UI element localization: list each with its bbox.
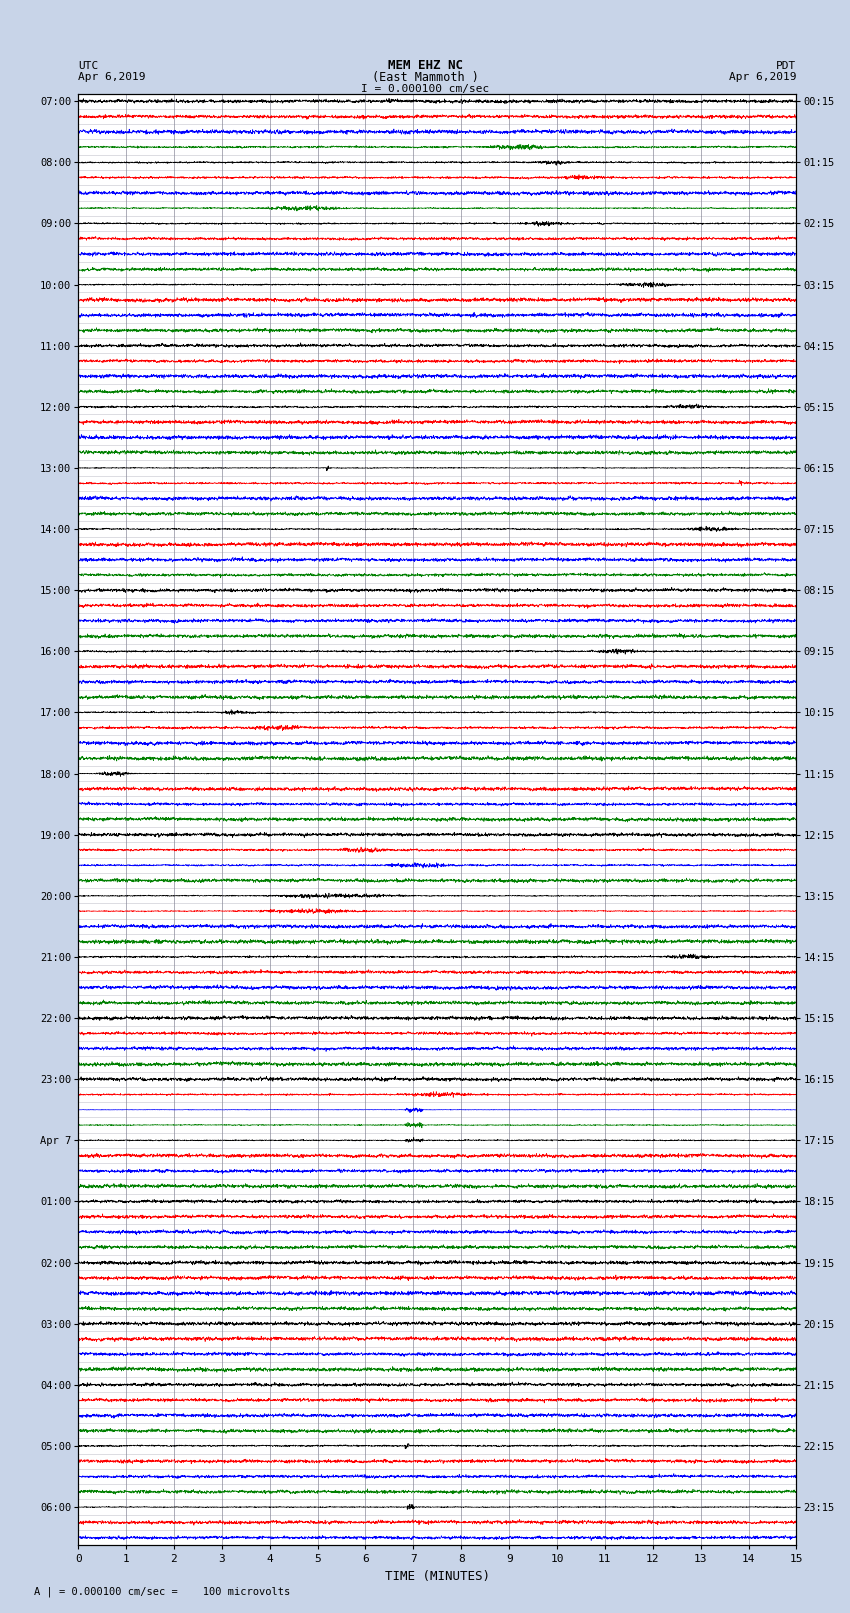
X-axis label: TIME (MINUTES): TIME (MINUTES) bbox=[385, 1569, 490, 1582]
Text: Apr 6,2019: Apr 6,2019 bbox=[78, 73, 145, 82]
Text: UTC: UTC bbox=[78, 61, 99, 71]
Text: Apr 6,2019: Apr 6,2019 bbox=[729, 73, 796, 82]
Text: PDT: PDT bbox=[776, 61, 796, 71]
Text: I = 0.000100 cm/sec: I = 0.000100 cm/sec bbox=[361, 84, 489, 94]
Text: MEM EHZ NC: MEM EHZ NC bbox=[388, 58, 462, 71]
Text: (East Mammoth ): (East Mammoth ) bbox=[371, 71, 479, 84]
Text: A | = 0.000100 cm/sec =    100 microvolts: A | = 0.000100 cm/sec = 100 microvolts bbox=[34, 1586, 290, 1597]
